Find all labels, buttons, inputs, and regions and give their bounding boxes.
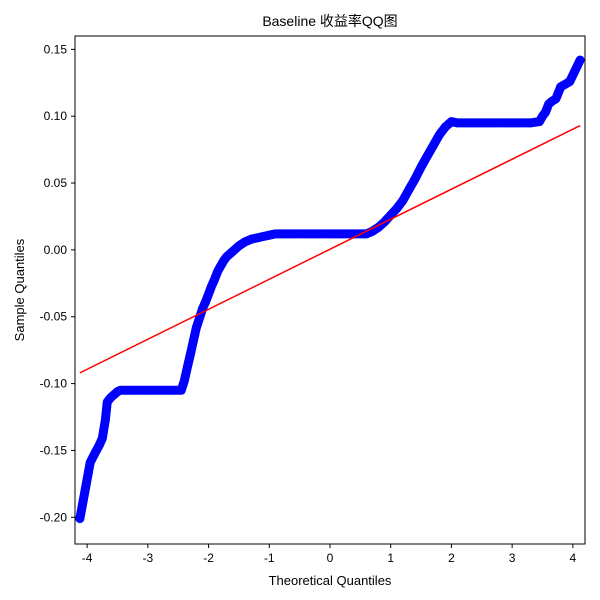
sample-point [471,118,481,128]
y-axis: -0.20 -0.15 -0.10 -0.05 0.00 0.05 0.10 0.15 [40,42,75,524]
sample-point [453,118,462,128]
sample-point [177,386,186,395]
sample-point [513,118,523,128]
sample-point [459,118,468,128]
sample-point [95,440,104,450]
sample-point [325,229,335,239]
sample-point [167,386,177,395]
y-tick-label: 0.15 [44,42,68,56]
y-tick-label: -0.05 [40,310,68,324]
sample-point [575,55,585,65]
sample-point [392,204,402,213]
sample-point [183,363,192,372]
sample-point [222,252,232,261]
sample-point [313,229,323,239]
sample-point [131,386,140,395]
chart-title: Baseline 收益率QQ图 [262,13,397,29]
sample-point [201,297,210,307]
sample-point [435,130,444,140]
x-tick-label: -2 [203,551,214,565]
sample-point [119,386,128,395]
sample-point [180,376,189,386]
sample-point [228,246,238,256]
sample-point [416,162,426,172]
sample-points-band [75,55,585,524]
sample-point [186,349,195,359]
sample-point [271,229,280,239]
sample-point [143,386,153,395]
sample-point [90,448,100,458]
sample-point [422,152,432,161]
reference-line-layer [79,124,581,374]
x-tick-label: 2 [448,551,455,565]
sample-point [551,94,561,104]
y-axis-label: Sample Quantiles [12,238,27,341]
sample-point [125,386,134,395]
sample-point [410,174,420,184]
x-tick-label: 1 [387,551,394,565]
x-tick-label: 0 [327,551,334,565]
sample-point [428,141,438,150]
y-tick-label: -0.20 [40,510,68,524]
x-tick-label: -4 [82,551,93,565]
sample-point [192,323,201,332]
sample-point [234,241,244,251]
sample-point [195,313,204,323]
plot-frame [74,35,586,545]
sample-point [541,107,550,117]
x-tick-label: -1 [264,551,275,565]
sample-point [189,336,198,346]
sample-point [101,415,110,425]
sample-point [477,118,487,128]
sample-point [207,281,216,291]
sample-points [75,55,585,524]
sample-point [386,210,396,220]
sample-point [277,229,286,239]
sample-point [441,122,450,132]
sample-point [155,386,165,395]
x-tick-label: 4 [570,551,577,565]
sample-point [98,434,107,443]
x-axis-label: Theoretical Quantiles [269,573,392,588]
sample-point [210,275,219,284]
sample-point [204,289,213,299]
sample-point [398,196,408,205]
sample-point [301,229,311,239]
x-tick-label: -3 [143,551,154,565]
sample-point [465,118,474,128]
sample-point [85,458,95,467]
sample-point [501,118,511,128]
y-tick-label: 0.10 [44,109,68,123]
x-axis: -4 -3 -2 -1 0 1 2 3 4 [82,544,577,565]
reference-line [79,124,581,374]
y-tick-label: -0.10 [40,377,68,391]
sample-point [374,222,383,232]
y-tick-label: -0.15 [40,443,68,457]
sample-point [565,77,575,86]
x-tick-label: 3 [509,551,516,565]
sample-point [526,118,535,128]
sample-point [289,229,298,239]
y-tick-label: 0.00 [44,243,68,257]
sample-point [337,229,347,239]
y-tick-label: 0.05 [44,176,68,190]
sample-point [489,118,499,128]
sample-point [404,185,414,194]
sample-point [75,514,85,523]
